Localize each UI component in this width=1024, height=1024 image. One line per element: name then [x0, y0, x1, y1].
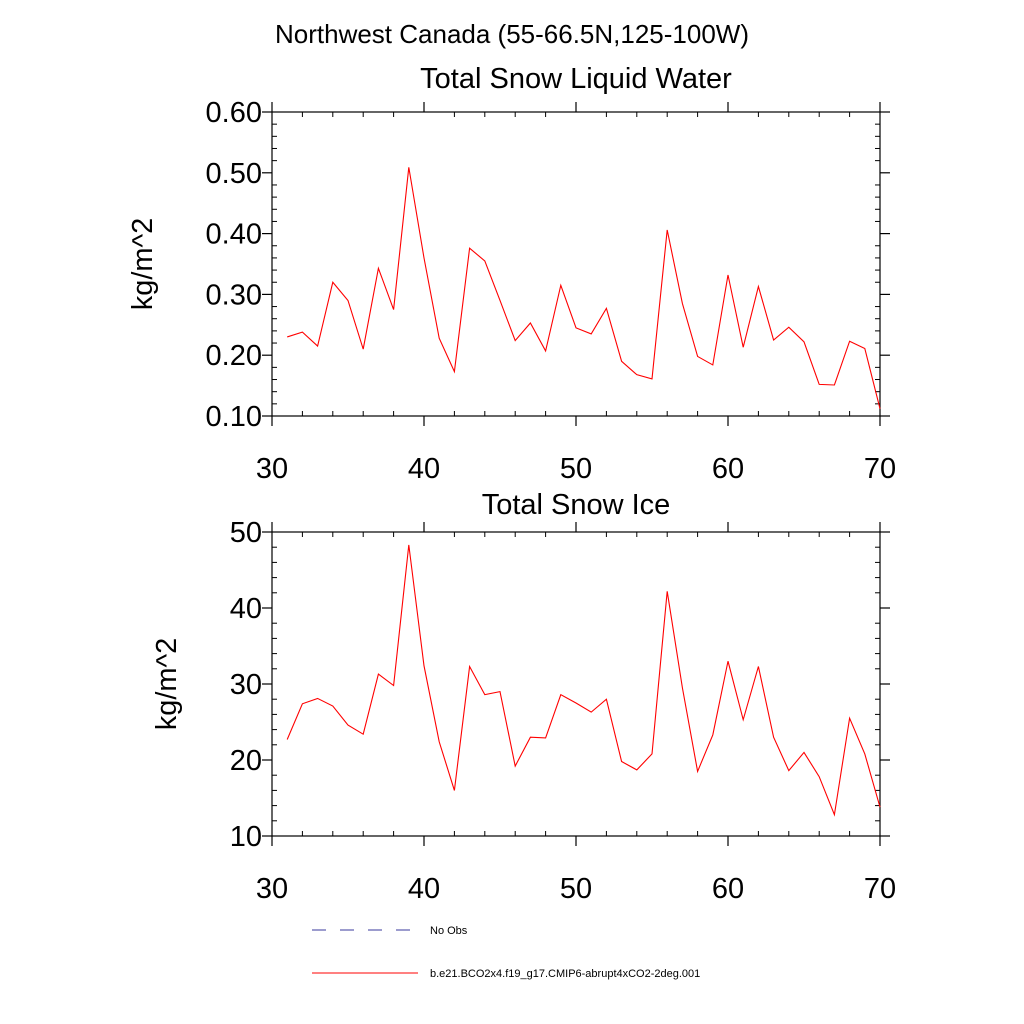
liquid-water-x-tick-label: 30: [256, 453, 288, 485]
snow-ice-y-axis-label: kg/m^2: [151, 638, 183, 731]
snow-ice-x-tick-label: 50: [560, 873, 592, 905]
figure-suptitle: Northwest Canada (55-66.5N,125-100W): [275, 19, 749, 49]
liquid-water-plot-frame: [271, 111, 881, 417]
liquid-water-y-tick-label: 0.20: [206, 340, 262, 372]
liquid-water-x-tick-label: 40: [408, 453, 440, 485]
snow-ice-y-tick-label: 30: [230, 669, 262, 701]
liquid-water-x-tick-label: 70: [864, 453, 896, 485]
snow-ice-x-tick-label: 70: [864, 873, 896, 905]
snow-ice-x-tick-label: 40: [408, 873, 440, 905]
liquid-water-y-tick-label: 0.30: [206, 279, 262, 311]
snow-ice-y-tick-label: 40: [230, 593, 262, 625]
liquid-water-panel: Total Snow Liquid Water kg/m^2 30 40 50 60 7…: [127, 63, 896, 485]
legend-label-no-obs: No Obs: [430, 925, 468, 937]
liquid-water-x-tick-label: 60: [712, 453, 744, 485]
snow-ice-plot-frame: [271, 531, 881, 837]
liquid-water-title: Total Snow Liquid Water: [420, 63, 732, 95]
liquid-water-x-tick-label: 50: [560, 453, 592, 485]
snow-ice-x-tick-label: 60: [712, 873, 744, 905]
legend: No Obs b.e21.BCO2x4.f19_g17.CMIP6-abrupt…: [312, 925, 700, 980]
snow-ice-title: Total Snow Ice: [482, 489, 671, 521]
snow-ice-y-tick-label: 10: [230, 821, 262, 853]
snow-ice-y-tick-label: 50: [230, 517, 262, 549]
liquid-water-y-tick-label: 0.60: [206, 97, 262, 129]
snow-ice-y-tick-label: 20: [230, 745, 262, 777]
snow-ice-panel: Total Snow Ice kg/m^2 30 40 50 60 70 10 20 30 40…: [151, 489, 896, 905]
legend-label-model: b.e21.BCO2x4.f19_g17.CMIP6-abrupt4xCO2-2…: [430, 968, 700, 980]
liquid-water-y-axis-label: kg/m^2: [127, 218, 159, 311]
liquid-water-y-tick-label: 0.50: [206, 158, 262, 190]
snow-ice-x-tick-label: 30: [256, 873, 288, 905]
liquid-water-series-line: [287, 167, 881, 409]
snow-ice-series-line: [286, 544, 881, 817]
liquid-water-y-tick-label: 0.10: [206, 401, 262, 433]
liquid-water-y-tick-label: 0.40: [206, 219, 262, 251]
